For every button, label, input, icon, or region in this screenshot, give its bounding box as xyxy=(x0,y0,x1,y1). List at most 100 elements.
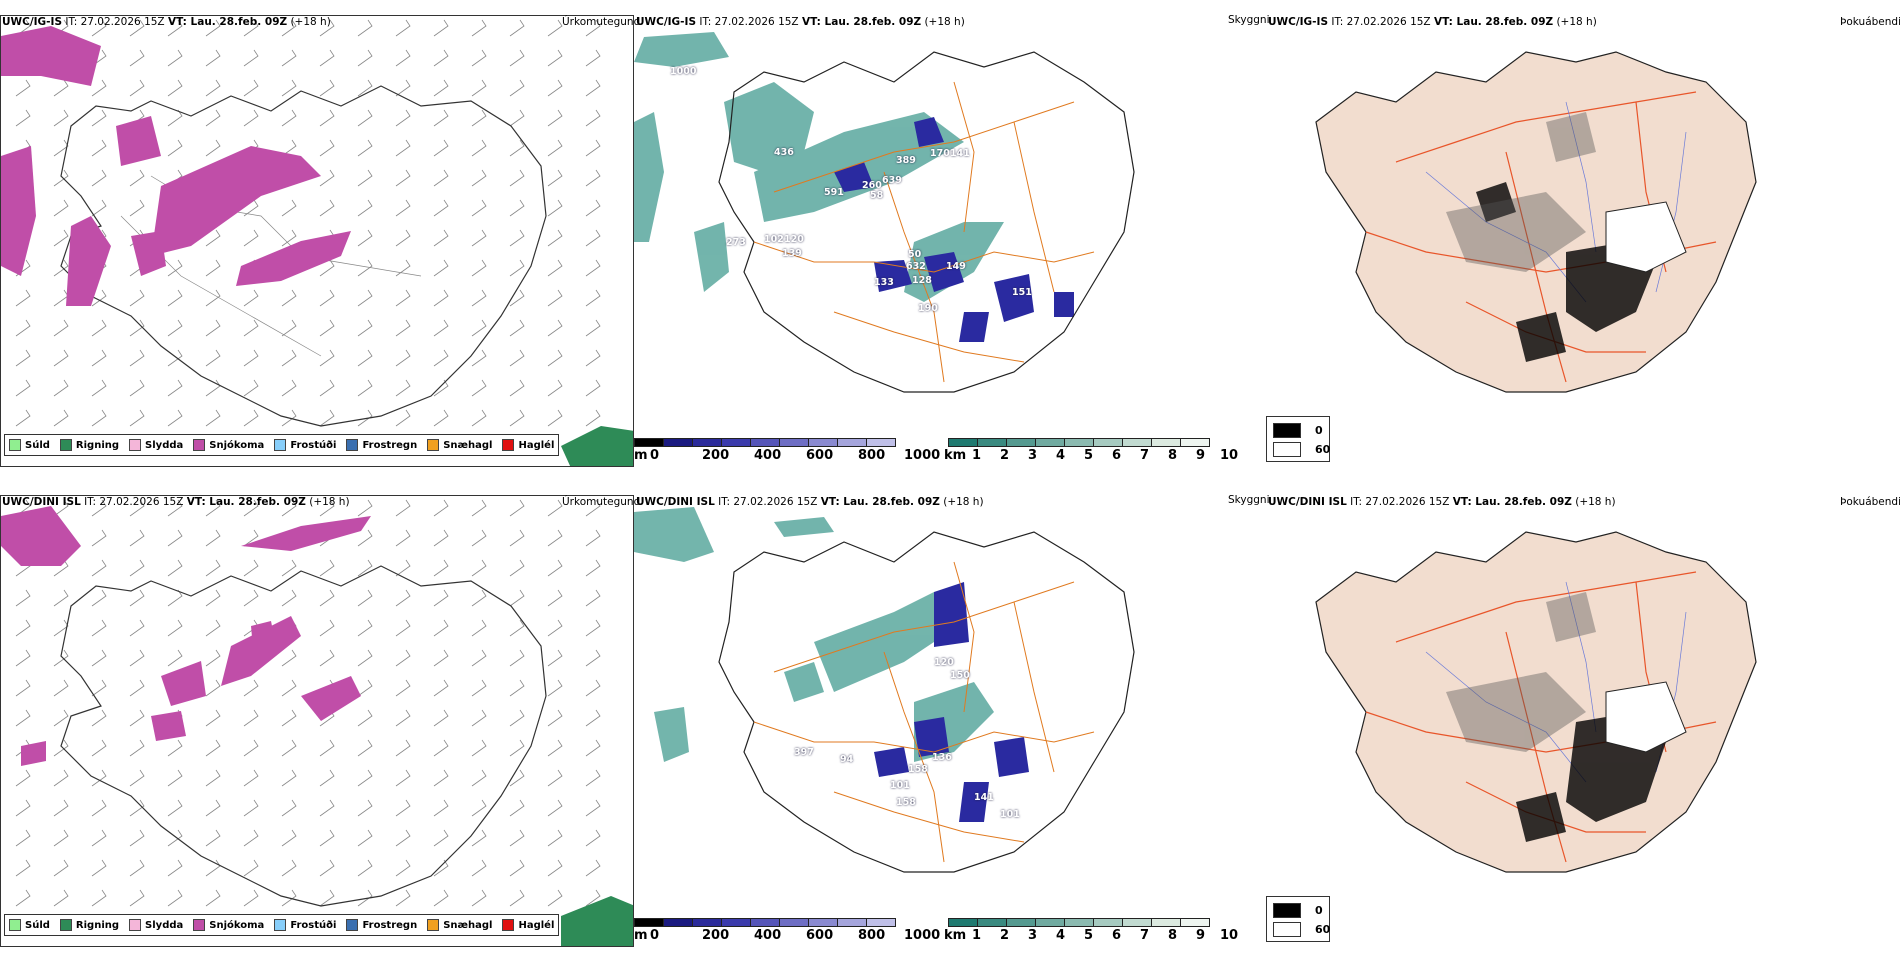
forecast-row-dini: Súld Rigning Slydda Snjókoma Frostúði Fr… xyxy=(0,492,1900,962)
legend-item: Slydda xyxy=(129,919,183,931)
fog-index-panel: 0 60 xyxy=(1266,12,1900,482)
legend-item: Frostúði xyxy=(274,439,336,451)
map-value-label: 190 xyxy=(918,303,938,314)
legend-item: Snjókoma xyxy=(193,919,264,931)
map-value-label: 136 xyxy=(932,752,952,763)
map-value-label: 436 xyxy=(774,147,794,158)
legend-item: Snæhagl xyxy=(427,919,492,931)
map-value-label: 139 xyxy=(782,248,802,259)
map-value-label: 170 xyxy=(930,148,950,159)
map-value-label: 102 xyxy=(764,234,784,245)
map-value-label: 639 xyxy=(882,175,902,186)
legend-item: Haglél xyxy=(502,439,554,451)
legend-item: Súld xyxy=(9,919,50,931)
legend-swatch xyxy=(274,439,287,451)
map-value-label: 389 xyxy=(896,155,916,166)
visibility-ticks: km 1 2 3 4 5 6 7 8 9 10 xyxy=(944,928,1239,943)
legend-swatch xyxy=(9,919,21,931)
road-network xyxy=(753,81,1095,383)
map-value-label: 273 xyxy=(726,237,746,248)
legend-swatch xyxy=(502,919,515,931)
legend-swatch xyxy=(1273,442,1301,457)
precip-type-panel: Súld Rigning Slydda Snjókoma Frostúði Fr… xyxy=(0,15,634,467)
iceland-outline xyxy=(718,531,1135,873)
legend-item: Rigning xyxy=(59,919,119,931)
legend-swatch xyxy=(346,439,359,451)
legend-swatch xyxy=(193,919,206,931)
map-value-label: 120 xyxy=(784,234,804,245)
map-value-label: 260 xyxy=(862,180,882,191)
map-value-label: 632 xyxy=(906,261,926,272)
cloud-base-colorbar xyxy=(634,918,896,927)
map-value-label: 101 xyxy=(1000,809,1020,820)
map-value-label: 591 xyxy=(824,187,844,198)
legend-item: Súld xyxy=(9,439,50,451)
precip-legend: Súld Rigning Slydda Snjókoma Frostúði Fr… xyxy=(4,914,560,936)
precip-type-panel: Súld Rigning Slydda Snjókoma Frostúði Fr… xyxy=(0,495,634,947)
panel-header: UWC/IG-IS IT: 27.02.2026 15Z VT: Lau. 28… xyxy=(2,16,331,28)
iceland-land xyxy=(1315,51,1757,393)
visibility-colorbar xyxy=(948,438,1210,447)
legend-item: Haglél xyxy=(502,919,554,931)
legend-item: Slydda xyxy=(129,439,183,451)
panel-header: UWC/IG-IS IT: 27.02.2026 15Z VT: Lau. 28… xyxy=(636,16,965,28)
iceland-outline xyxy=(718,51,1135,393)
panel-title-fog: Þokuábendi xyxy=(1840,16,1900,28)
cloud-base-colorbar xyxy=(634,438,896,447)
panel-header: UWC/IG-IS IT: 27.02.2026 15Z VT: Lau. 28… xyxy=(1268,16,1597,28)
snow-areas xyxy=(1,26,351,306)
map-value-label: 141 xyxy=(950,148,970,159)
panel-header: UWC/DINI ISL IT: 27.02.2026 15Z VT: Lau.… xyxy=(636,496,984,508)
map-value-label: 94 xyxy=(840,754,854,765)
cloud-base-ticks: m 0 200 400 600 800 1000 xyxy=(634,448,941,463)
legend-item: Frostúði xyxy=(274,919,336,931)
legend-swatch xyxy=(427,919,440,931)
legend-swatch xyxy=(129,439,142,451)
legend-swatch xyxy=(59,439,72,451)
fog-map xyxy=(1315,51,1757,393)
fog-legend: 0 60 xyxy=(1266,896,1330,942)
cloud-visibility-panel: 120 150 397 94 136 101 158 158 141 101 m 0 200 40… xyxy=(634,492,1266,962)
panel-title-precip: Úrkomutegund xyxy=(562,496,641,508)
legend-swatch xyxy=(1273,903,1301,918)
legend-swatch xyxy=(427,439,440,451)
map-value-label: 50 xyxy=(908,249,922,260)
legend-swatch xyxy=(129,919,142,931)
map-value-label: 101 xyxy=(890,780,910,791)
forecast-row-ig: Súld Rigning Slydda Snjókoma Frostúði Fr… xyxy=(0,12,1900,482)
map-value-label: 150 xyxy=(950,670,970,681)
visibility-colorbar xyxy=(948,918,1210,927)
map-value-label: 133 xyxy=(874,277,894,288)
precip-legend: Súld Rigning Slydda Snjókoma Frostúði Fr… xyxy=(4,434,560,456)
panel-title-cloud: Skyggni xyxy=(1228,14,1270,26)
legend-swatch xyxy=(193,439,206,451)
map-value-label: 158 xyxy=(896,797,916,808)
map-value-label: 151 xyxy=(1012,287,1032,298)
panel-header: UWC/DINI ISL IT: 27.02.2026 15Z VT: Lau.… xyxy=(1268,496,1616,508)
map-value-label: 120 xyxy=(934,657,954,668)
wind-barbs xyxy=(15,19,601,427)
map-value-label: 128 xyxy=(912,275,932,286)
cloud-base-ticks: m 0 200 400 600 800 1000 xyxy=(634,928,941,943)
map-value-label: 58 xyxy=(870,190,884,201)
legend-swatch xyxy=(346,919,359,931)
panel-title-precip: Úrkomutegund xyxy=(562,16,641,28)
legend-swatch xyxy=(1273,423,1301,438)
iceland-outline xyxy=(60,565,547,907)
legend-item: Frostregn xyxy=(346,439,417,451)
fog-index-panel: 0 60 xyxy=(1266,492,1900,962)
legend-swatch xyxy=(274,919,287,931)
precip-map xyxy=(1,19,633,466)
visibility-ticks: km 1 2 3 4 5 6 7 8 9 10 xyxy=(944,448,1239,463)
fog-map xyxy=(1315,531,1757,873)
legend-item: Frostregn xyxy=(346,919,417,931)
legend-swatch xyxy=(502,439,515,451)
legend-swatch xyxy=(59,919,72,931)
cloud-map xyxy=(634,507,1135,873)
map-value-label: 141 xyxy=(974,792,994,803)
legend-swatch xyxy=(1273,922,1301,937)
map-value-label: 158 xyxy=(908,764,928,775)
legend-swatch xyxy=(9,439,21,451)
panel-title-fog: Þokuábendi xyxy=(1840,496,1900,508)
panel-title-cloud: Skyggni xyxy=(1228,494,1270,506)
